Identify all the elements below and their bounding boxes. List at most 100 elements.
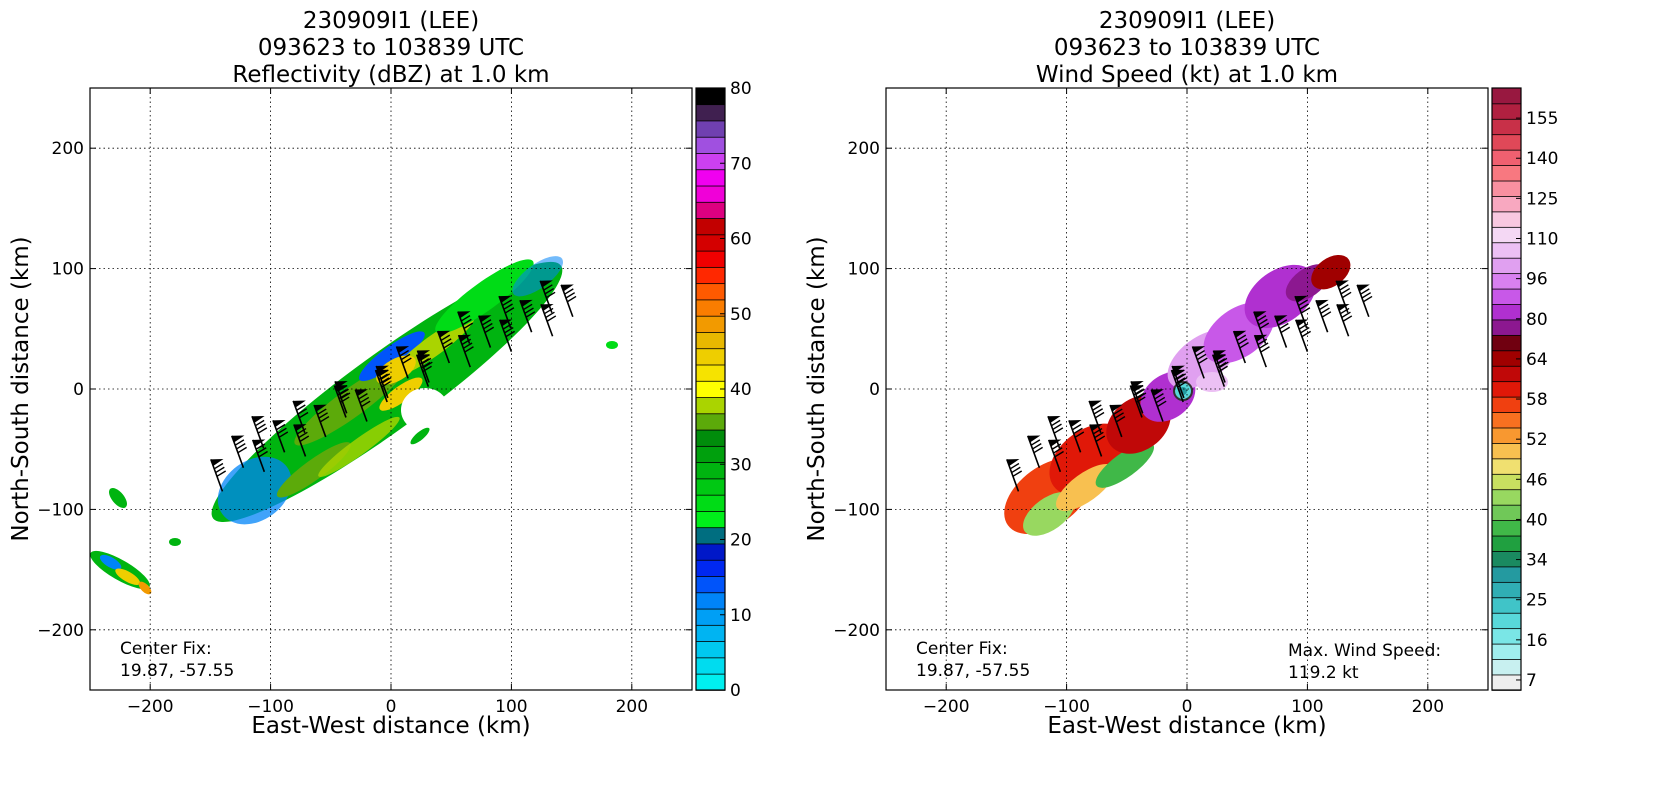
reflectivity-colorbar: 0 10 20 30 40 50 60 70 80 xyxy=(695,79,752,701)
wind-barb xyxy=(272,420,289,453)
colorbar-segment xyxy=(1491,581,1522,599)
chart-title-line2: 093623 to 103839 UTC xyxy=(258,35,524,61)
colorbar-segment xyxy=(695,136,726,154)
colorbar-segment xyxy=(695,234,726,252)
wind-barb xyxy=(1109,404,1126,438)
colorbar-segment xyxy=(695,347,726,366)
colorbar-segment xyxy=(1491,504,1522,522)
x-tick-label: −100 xyxy=(247,697,294,717)
wind-speed-panel: 230909I1 (LEE) 093623 to 103839 UTC Wind… xyxy=(804,8,1558,739)
wind-barb xyxy=(1274,315,1291,348)
colorbar-segment xyxy=(695,526,726,545)
wind-barbs xyxy=(210,280,577,492)
wind-barb xyxy=(519,299,536,333)
wind-barbs xyxy=(1006,280,1373,492)
colorbar-tick-label: 58 xyxy=(1526,390,1548,410)
chart-title-line1: 230909I1 (LEE) xyxy=(1099,8,1275,34)
colorbar-tick-label: 96 xyxy=(1526,270,1548,290)
colorbar-tick-label: 140 xyxy=(1526,149,1558,169)
colorbar-segment xyxy=(1491,658,1522,676)
wind-barb xyxy=(374,369,391,403)
colorbar-tick-label: 40 xyxy=(730,380,752,400)
colorbar-segment xyxy=(695,640,726,659)
colorbar-segment xyxy=(1491,411,1522,429)
wind-barb xyxy=(1129,385,1146,418)
center-fix-value: 19.87, -57.55 xyxy=(120,661,234,681)
colorbar-segment xyxy=(695,608,726,626)
y-tick-label: −100 xyxy=(37,500,84,520)
colorbar-tick-label: 25 xyxy=(1526,591,1548,611)
y-tick-label: 200 xyxy=(52,139,84,159)
colorbar-segment xyxy=(1491,257,1522,275)
y-tick-label: −100 xyxy=(833,500,880,520)
colorbar-tick-label: 16 xyxy=(1526,631,1548,651)
colorbar-segment xyxy=(695,266,726,285)
y-tick-label: 0 xyxy=(869,380,880,400)
wind-barb xyxy=(1191,346,1208,379)
colorbar-segment xyxy=(1491,180,1522,197)
colorbar-segment xyxy=(695,396,726,415)
wind-barb xyxy=(1253,311,1270,344)
colorbar-tick-label: 125 xyxy=(1526,189,1558,209)
wind-barb xyxy=(499,319,516,352)
colorbar-segment xyxy=(1491,488,1522,506)
colorbar-tick-label: 40 xyxy=(1526,510,1548,530)
colorbar-segment xyxy=(695,657,726,675)
colorbar-tick-label: 46 xyxy=(1526,470,1548,490)
x-tick-label: 0 xyxy=(1182,697,1193,717)
chart-title-line3: Reflectivity (dBZ) at 1.0 km xyxy=(232,62,549,88)
x-tick-label: −100 xyxy=(1043,697,1090,717)
reflectivity-panel: 230909I1 (LEE) 093623 to 103839 UTC Refl… xyxy=(8,8,752,739)
center-fix-value: 19.87, -57.55 xyxy=(916,661,1030,681)
chart-title-line3: Wind Speed (kt) at 1.0 km xyxy=(1036,62,1338,88)
wind-barb xyxy=(540,303,557,337)
colorbar-tick-label: 80 xyxy=(730,79,752,99)
wind-barb xyxy=(395,346,412,379)
colorbar-segment xyxy=(695,673,726,691)
colorbar-segment xyxy=(1491,674,1522,691)
colorbar-tick-label: 110 xyxy=(1526,230,1558,250)
wind-barb xyxy=(1088,400,1105,434)
x-tick-label: −200 xyxy=(923,697,970,717)
colorbar-segment xyxy=(1491,133,1522,151)
colorbar-segment xyxy=(695,152,726,171)
wind-barb xyxy=(1006,459,1023,492)
colorbar-segment xyxy=(695,478,726,496)
wind-barb xyxy=(457,311,474,344)
wind-barb xyxy=(1315,299,1332,333)
wind-barb xyxy=(292,400,309,434)
colorbar-segment xyxy=(695,103,726,122)
colorbar-segment xyxy=(1491,226,1522,244)
colorbar-segment xyxy=(1491,612,1522,630)
wind-barb xyxy=(313,404,330,438)
wind-barb xyxy=(1068,420,1085,453)
colorbar-segment xyxy=(1491,442,1522,460)
colorbar-tick-label: 10 xyxy=(730,606,752,626)
colorbar-tick-label: 0 xyxy=(730,681,741,701)
colorbar-segment xyxy=(695,168,726,187)
colorbar-segment xyxy=(1491,103,1522,120)
y-axis-label: North-South distance (km) xyxy=(804,236,830,541)
colorbar-segment xyxy=(695,510,726,529)
x-axis-label: East-West distance (km) xyxy=(251,713,530,739)
colorbar-segment xyxy=(1491,334,1522,352)
max-wind-value: 119.2 kt xyxy=(1288,663,1359,683)
y-tick-label: 100 xyxy=(848,260,880,280)
x-tick-label: −200 xyxy=(127,697,174,717)
y-tick-label: 0 xyxy=(73,380,84,400)
wind-barb xyxy=(1356,284,1373,318)
colorbar-segment xyxy=(695,87,726,106)
colorbar-segment xyxy=(695,250,726,268)
wind-barb xyxy=(560,284,577,318)
x-tick-label: 200 xyxy=(616,697,648,717)
colorbar-segment xyxy=(1491,118,1522,136)
colorbar-tick-label: 52 xyxy=(1526,430,1548,450)
chart-title-line1: 230909I1 (LEE) xyxy=(303,8,479,34)
colorbar-segment xyxy=(1491,566,1522,583)
center-fix-label: Center Fix: xyxy=(120,639,212,659)
grid xyxy=(886,88,1488,690)
wind-barb xyxy=(1150,389,1167,422)
wind-barb xyxy=(1336,303,1353,337)
colorbar-tick-label: 20 xyxy=(730,531,752,551)
